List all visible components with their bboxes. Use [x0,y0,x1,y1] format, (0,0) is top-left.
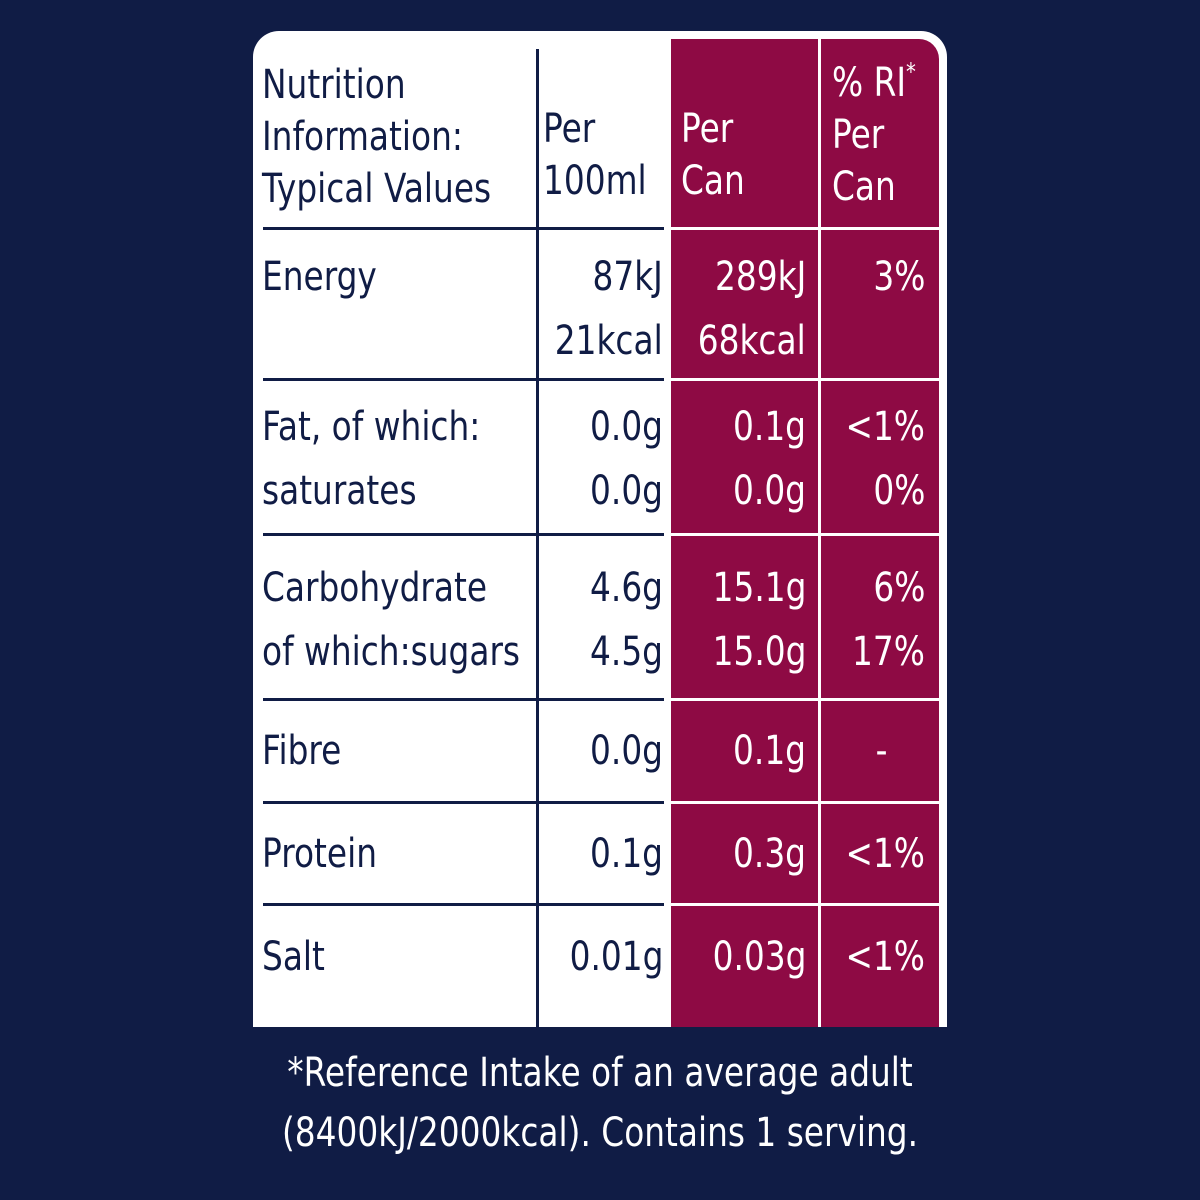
value-ri: <1% [845,831,925,877]
value-ri: 6% [872,565,925,611]
header-label-line1: Nutrition [262,62,406,108]
value-ri: - [875,728,887,774]
row-divider [263,227,664,230]
row-label: of which:sugars [262,629,521,675]
value-per100: 4.6g [590,565,663,611]
row-divider [671,801,939,804]
value-ri: <1% [845,404,925,450]
row-divider [671,533,939,536]
value-percan: 68kcal [698,318,806,364]
value-per100: 4.5g [590,629,663,675]
row-label: Energy [262,254,377,300]
row-label: saturates [262,468,417,514]
nutrition-table: Nutrition Information: Typical Values Pe… [253,31,947,1027]
row-divider [671,698,939,701]
value-ri: 17% [852,629,925,675]
row-label: Carbohydrate [262,565,488,611]
value-per100: 0.01g [569,934,663,980]
row-label: Fibre [262,728,342,774]
row-label: Protein [262,831,377,877]
value-per100: 0.0g [590,468,663,514]
header-label-line3: Typical Values [262,166,492,212]
header-ri-line1: % RI* [832,57,916,109]
header-ri-line2: Per [832,112,885,158]
value-per100: 87kJ [592,254,663,300]
header-percan-line1: Per [681,106,734,152]
row-divider [263,378,664,381]
value-percan: 15.1g [712,565,806,611]
row-divider [263,533,664,536]
value-percan: 0.3g [733,831,806,877]
header-percan-line2: Can [681,158,745,204]
row-divider [671,903,939,906]
footnote-line2: (8400kJ/2000kcal). Contains 1 serving. [281,1110,919,1156]
row-divider [671,227,939,230]
value-ri: 3% [872,254,925,300]
header-ri-label: % RI [832,60,907,106]
value-per100: 0.1g [590,831,663,877]
row-label: Fat, of which: [262,404,481,450]
divider-label-per100 [536,49,539,1027]
footnote-asterisk: * [906,58,916,86]
value-percan: 0.03g [712,934,806,980]
value-percan: 0.1g [733,404,806,450]
header-per100-line1: Per [543,106,596,152]
header-ri-line3: Can [832,164,896,210]
row-divider [263,903,664,906]
value-percan: 0.1g [733,728,806,774]
value-per100: 21kcal [555,318,663,364]
header-label-line2: Information: [262,114,463,160]
header-per100-line2: 100ml [543,158,647,204]
row-divider [671,378,939,381]
value-ri: 0% [872,468,925,514]
value-per100: 0.0g [590,728,663,774]
value-percan: 15.0g [712,629,806,675]
row-divider [263,801,664,804]
row-label: Salt [262,934,325,980]
value-percan: 289kJ [714,254,806,300]
value-percan: 0.0g [733,468,806,514]
value-ri: <1% [845,934,925,980]
row-divider [263,698,664,701]
footnote-line1: *Reference Intake of an average adult [287,1050,913,1096]
value-per100: 0.0g [590,404,663,450]
